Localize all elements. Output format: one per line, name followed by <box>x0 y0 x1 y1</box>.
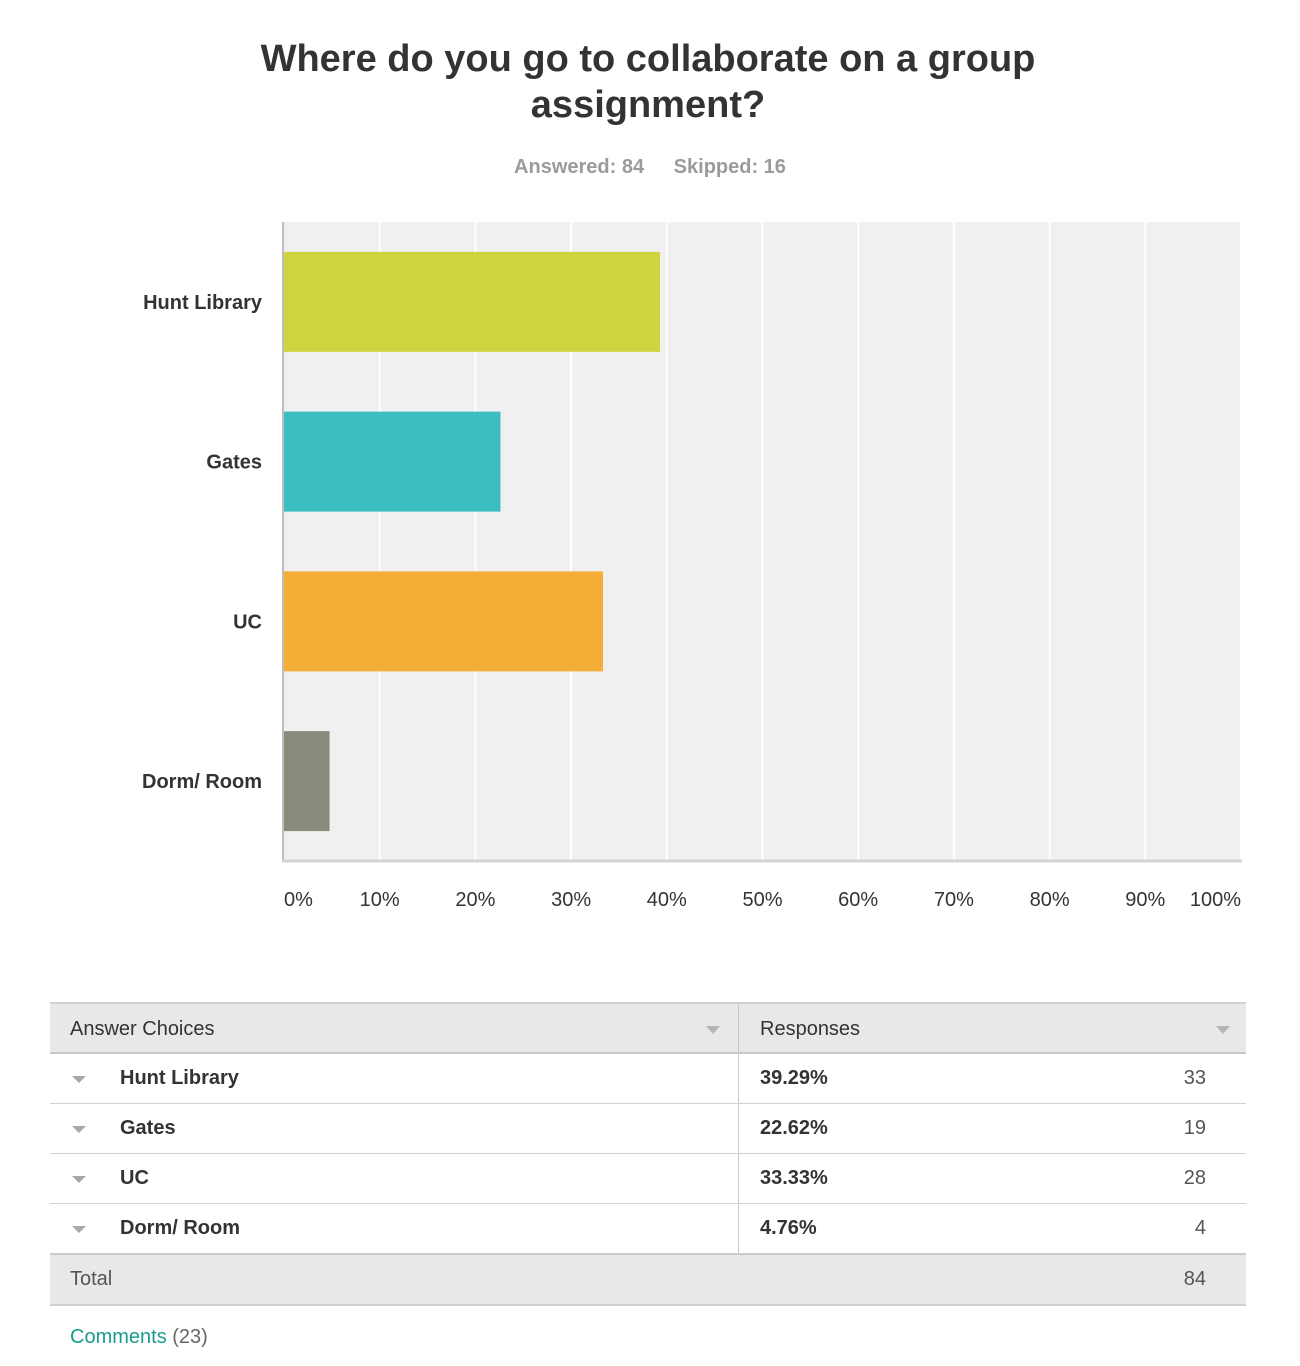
x-tick-label: 100% <box>1190 889 1241 911</box>
total-label: Total <box>70 1268 113 1290</box>
column-divider <box>738 1104 739 1153</box>
column-divider <box>738 1004 739 1052</box>
total-row: Total 84 <box>50 1254 1246 1306</box>
responses-table: Answer Choices Responses Hunt Library 39… <box>50 1002 1246 1306</box>
comments-link[interactable]: Comments (23) <box>70 1326 208 1349</box>
table-row: Dorm/ Room 4.76% 4 <box>50 1204 1246 1254</box>
x-tick-label: 90% <box>1125 889 1165 911</box>
category-label: Hunt Library <box>143 292 263 314</box>
x-tick-label: 0% <box>284 889 313 911</box>
choice-count: 28 <box>1183 1167 1206 1189</box>
expand-row-icon[interactable] <box>72 1076 86 1083</box>
choice-count: 19 <box>1183 1117 1206 1139</box>
x-tick-label: 50% <box>742 889 782 911</box>
comments-count: (23) <box>172 1326 208 1348</box>
chart-title: Where do you go to collaborate on a grou… <box>260 38 1036 126</box>
expand-row-icon[interactable] <box>72 1126 86 1133</box>
responses-header[interactable]: Responses <box>760 1018 861 1040</box>
bar <box>284 571 603 672</box>
table-header: Answer Choices Responses <box>50 1002 1246 1054</box>
comments-label[interactable]: Comments <box>70 1326 167 1348</box>
column-divider <box>738 1154 739 1203</box>
choice-label: Gates <box>120 1117 176 1139</box>
expand-row-icon[interactable] <box>72 1176 86 1183</box>
x-tick-label: 80% <box>1030 889 1070 911</box>
x-tick-label: 70% <box>934 889 974 911</box>
choice-count: 4 <box>1194 1217 1206 1239</box>
bar <box>284 411 501 512</box>
x-tick-label: 10% <box>360 889 400 911</box>
choice-percent: 33.33% <box>760 1167 828 1189</box>
bar-chart: Hunt Library Gates UC Dorm/ Room 0% 10% 20% 30%… <box>142 222 1242 911</box>
x-tick-label: 60% <box>838 889 878 911</box>
answer-choices-header[interactable]: Answer Choices <box>70 1018 215 1040</box>
category-label: Gates <box>206 452 262 474</box>
choice-percent: 22.62% <box>760 1117 828 1139</box>
choice-percent: 4.76% <box>760 1217 817 1239</box>
category-label: Dorm/ Room <box>142 771 262 793</box>
x-tick-label: 20% <box>455 889 495 911</box>
sort-choices-icon[interactable] <box>706 1026 720 1034</box>
answered-count: Answered: 84 <box>514 156 645 178</box>
sort-responses-icon[interactable] <box>1216 1026 1230 1034</box>
x-tick-label: 30% <box>551 889 591 911</box>
column-divider <box>738 1204 739 1253</box>
choice-count: 33 <box>1183 1067 1206 1089</box>
skipped-count: Skipped: 16 <box>673 156 786 178</box>
total-count: 84 <box>1183 1268 1206 1290</box>
table-row: UC 33.33% 28 <box>50 1154 1246 1204</box>
bar <box>284 251 661 352</box>
table-row: Gates 22.62% 19 <box>50 1104 1246 1154</box>
choice-percent: 39.29% <box>760 1067 828 1089</box>
response-stats: Answered: 84 Skipped: 16 <box>0 156 1300 179</box>
bar <box>284 731 330 832</box>
table-row: Hunt Library 39.29% 33 <box>50 1054 1246 1104</box>
choice-label: UC <box>120 1167 149 1189</box>
category-label: UC <box>233 611 262 633</box>
x-tick-label: 40% <box>647 889 687 911</box>
choice-label: Dorm/ Room <box>120 1217 240 1239</box>
choice-label: Hunt Library <box>120 1067 239 1089</box>
column-divider <box>738 1054 739 1103</box>
expand-row-icon[interactable] <box>72 1226 86 1233</box>
